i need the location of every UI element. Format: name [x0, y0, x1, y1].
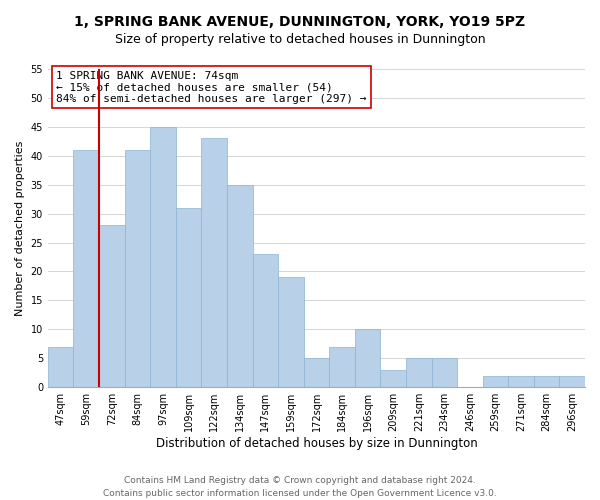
Bar — [559, 376, 585, 387]
Y-axis label: Number of detached properties: Number of detached properties — [15, 140, 25, 316]
Bar — [73, 150, 99, 387]
Bar — [380, 370, 406, 387]
Bar — [48, 346, 73, 387]
Text: Size of property relative to detached houses in Dunnington: Size of property relative to detached ho… — [115, 32, 485, 46]
Bar — [202, 138, 227, 387]
Bar — [304, 358, 329, 387]
Bar — [278, 278, 304, 387]
Text: Contains HM Land Registry data © Crown copyright and database right 2024.
Contai: Contains HM Land Registry data © Crown c… — [103, 476, 497, 498]
X-axis label: Distribution of detached houses by size in Dunnington: Distribution of detached houses by size … — [155, 437, 478, 450]
Bar — [329, 346, 355, 387]
Bar — [125, 150, 150, 387]
Bar — [227, 184, 253, 387]
Bar — [355, 330, 380, 387]
Bar — [406, 358, 431, 387]
Bar — [431, 358, 457, 387]
Text: 1 SPRING BANK AVENUE: 74sqm
← 15% of detached houses are smaller (54)
84% of sem: 1 SPRING BANK AVENUE: 74sqm ← 15% of det… — [56, 70, 367, 104]
Bar — [99, 225, 125, 387]
Bar — [534, 376, 559, 387]
Bar — [150, 127, 176, 387]
Bar — [253, 254, 278, 387]
Text: 1, SPRING BANK AVENUE, DUNNINGTON, YORK, YO19 5PZ: 1, SPRING BANK AVENUE, DUNNINGTON, YORK,… — [74, 15, 526, 29]
Bar — [176, 208, 202, 387]
Bar — [482, 376, 508, 387]
Bar — [508, 376, 534, 387]
